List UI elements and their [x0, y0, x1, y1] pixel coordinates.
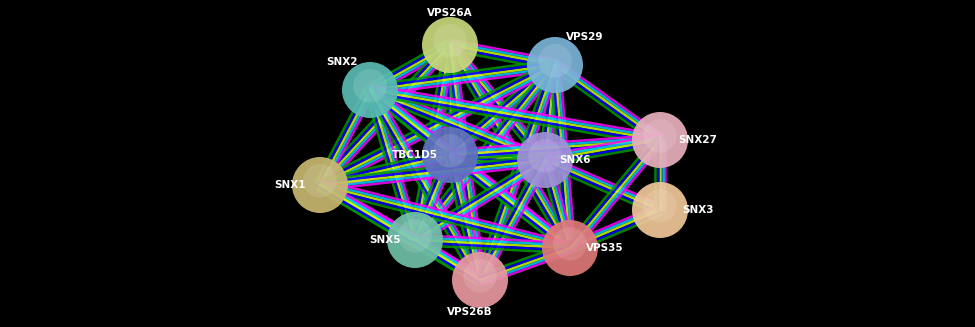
Circle shape [517, 132, 573, 188]
Circle shape [538, 44, 571, 77]
Text: SNX5: SNX5 [370, 235, 401, 245]
Text: SNX6: SNX6 [560, 155, 591, 165]
Circle shape [452, 252, 508, 308]
Text: SNX2: SNX2 [327, 57, 358, 67]
Circle shape [398, 219, 432, 252]
Circle shape [422, 17, 478, 73]
Circle shape [553, 227, 587, 261]
Circle shape [422, 127, 478, 183]
Circle shape [463, 259, 497, 293]
Circle shape [644, 189, 677, 223]
Circle shape [433, 134, 467, 168]
Circle shape [292, 157, 348, 213]
Circle shape [632, 182, 688, 238]
Circle shape [353, 69, 387, 103]
Text: SNX3: SNX3 [682, 205, 714, 215]
Circle shape [303, 164, 336, 198]
Circle shape [632, 112, 688, 168]
Text: SNX27: SNX27 [679, 135, 718, 145]
Text: VPS35: VPS35 [586, 243, 624, 253]
Circle shape [542, 220, 598, 276]
Text: TBC1D5: TBC1D5 [392, 150, 438, 160]
Text: VPS29: VPS29 [566, 32, 604, 42]
Text: SNX1: SNX1 [274, 180, 306, 190]
Text: VPS26A: VPS26A [427, 8, 473, 18]
Text: VPS26B: VPS26B [448, 307, 492, 317]
Circle shape [342, 62, 398, 118]
Circle shape [387, 212, 443, 268]
Circle shape [433, 24, 467, 58]
Circle shape [527, 37, 583, 93]
Circle shape [528, 139, 562, 173]
Circle shape [644, 119, 677, 153]
